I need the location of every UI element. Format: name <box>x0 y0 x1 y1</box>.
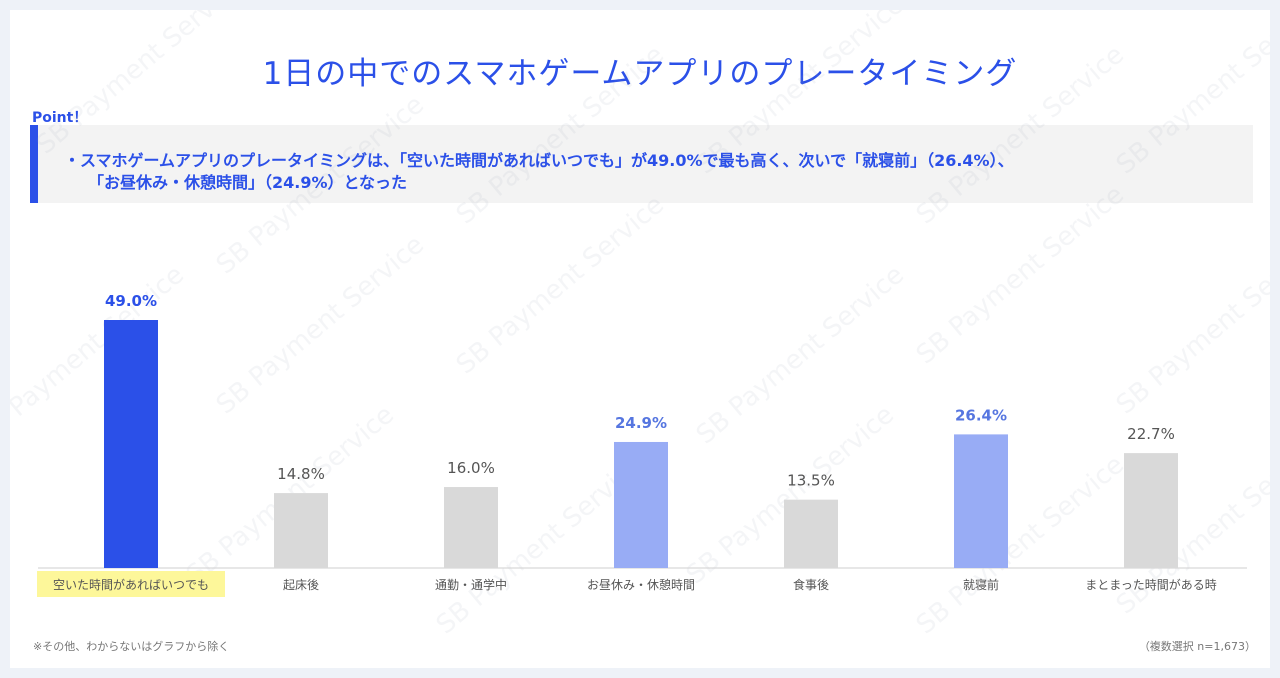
category-highlight <box>37 571 225 597</box>
bar <box>104 320 158 568</box>
bar-value-label: 14.8% <box>277 465 325 483</box>
category-label: まとまった時間がある時 <box>1085 577 1217 592</box>
bar <box>784 499 838 568</box>
bar <box>1124 453 1178 568</box>
bar <box>444 487 498 568</box>
point-label: Point！ <box>32 110 88 126</box>
bar <box>614 441 668 568</box>
bar <box>954 434 1008 568</box>
category-label: 就寝前 <box>963 577 999 592</box>
point-summary-box: ・スマホゲームアプリのプレータイミングは、「空いた時間があればいつでも」が49.… <box>30 125 1253 203</box>
bar-value-label: 24.9% <box>615 414 667 432</box>
footnote-sample-size: （複数選択 n=1,673） <box>1138 640 1256 653</box>
category-label: 空いた時間があればいつでも <box>53 577 209 592</box>
slide: 1日の中でのスマホゲームアプリのプレータイミング Point！ ・スマホゲームア… <box>10 10 1270 668</box>
bar-value-label: 22.7% <box>1127 425 1175 443</box>
point-summary-line-2: 「お昼休み・休憩時間」（24.9%）となった <box>88 173 408 192</box>
point-summary-line-1: ・スマホゲームアプリのプレータイミングは、「空いた時間があればいつでも」が49.… <box>64 151 1014 170</box>
category-label: 起床後 <box>283 578 319 592</box>
bar-value-label: 16.0% <box>447 459 495 477</box>
bar <box>274 493 328 568</box>
category-label: お昼休み・休憩時間 <box>587 577 695 592</box>
category-label: 通勤・通学中 <box>435 577 507 592</box>
bar-chart: 49.0% 空いた時間があればいつでも 14.8% 起床後 16.0% 通勤・通学中 24.… <box>37 292 1247 597</box>
bar-value-label: 13.5% <box>787 472 835 490</box>
footnote-exclusion: ※その他、わからないはグラフから除く <box>33 640 230 653</box>
bar-value-label: 49.0% <box>105 292 157 310</box>
bar-value-label: 26.4% <box>955 406 1007 424</box>
page-title: 1日の中でのスマホゲームアプリのプレータイミング <box>262 56 1018 92</box>
category-label: 食事後 <box>793 577 829 592</box>
